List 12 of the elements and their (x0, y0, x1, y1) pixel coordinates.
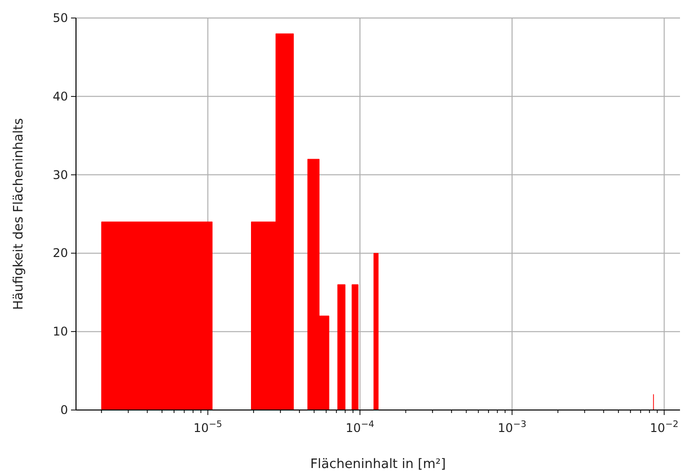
x-tick-label: 10$^{−2}$ (650, 420, 678, 435)
y-tick-label: 50 (52, 11, 68, 25)
x-tick-label: 10$^{−3}$ (498, 420, 526, 435)
y-tick-label: 0 (60, 403, 68, 417)
y-tick-label: 10 (52, 324, 68, 339)
x-axis-title: Flächeninhalt in [m²] (310, 457, 446, 472)
y-axis-title: Häufigkeit des Flächeninhalts (12, 118, 27, 310)
y-tick-label: 20 (52, 246, 68, 260)
y-tick-label: 30 (52, 168, 68, 182)
x-tick-label: 10$^{−5}$ (194, 420, 222, 435)
x-tick-label: 10$^{−4}$ (346, 420, 374, 435)
y-tick-label: 40 (52, 89, 68, 104)
